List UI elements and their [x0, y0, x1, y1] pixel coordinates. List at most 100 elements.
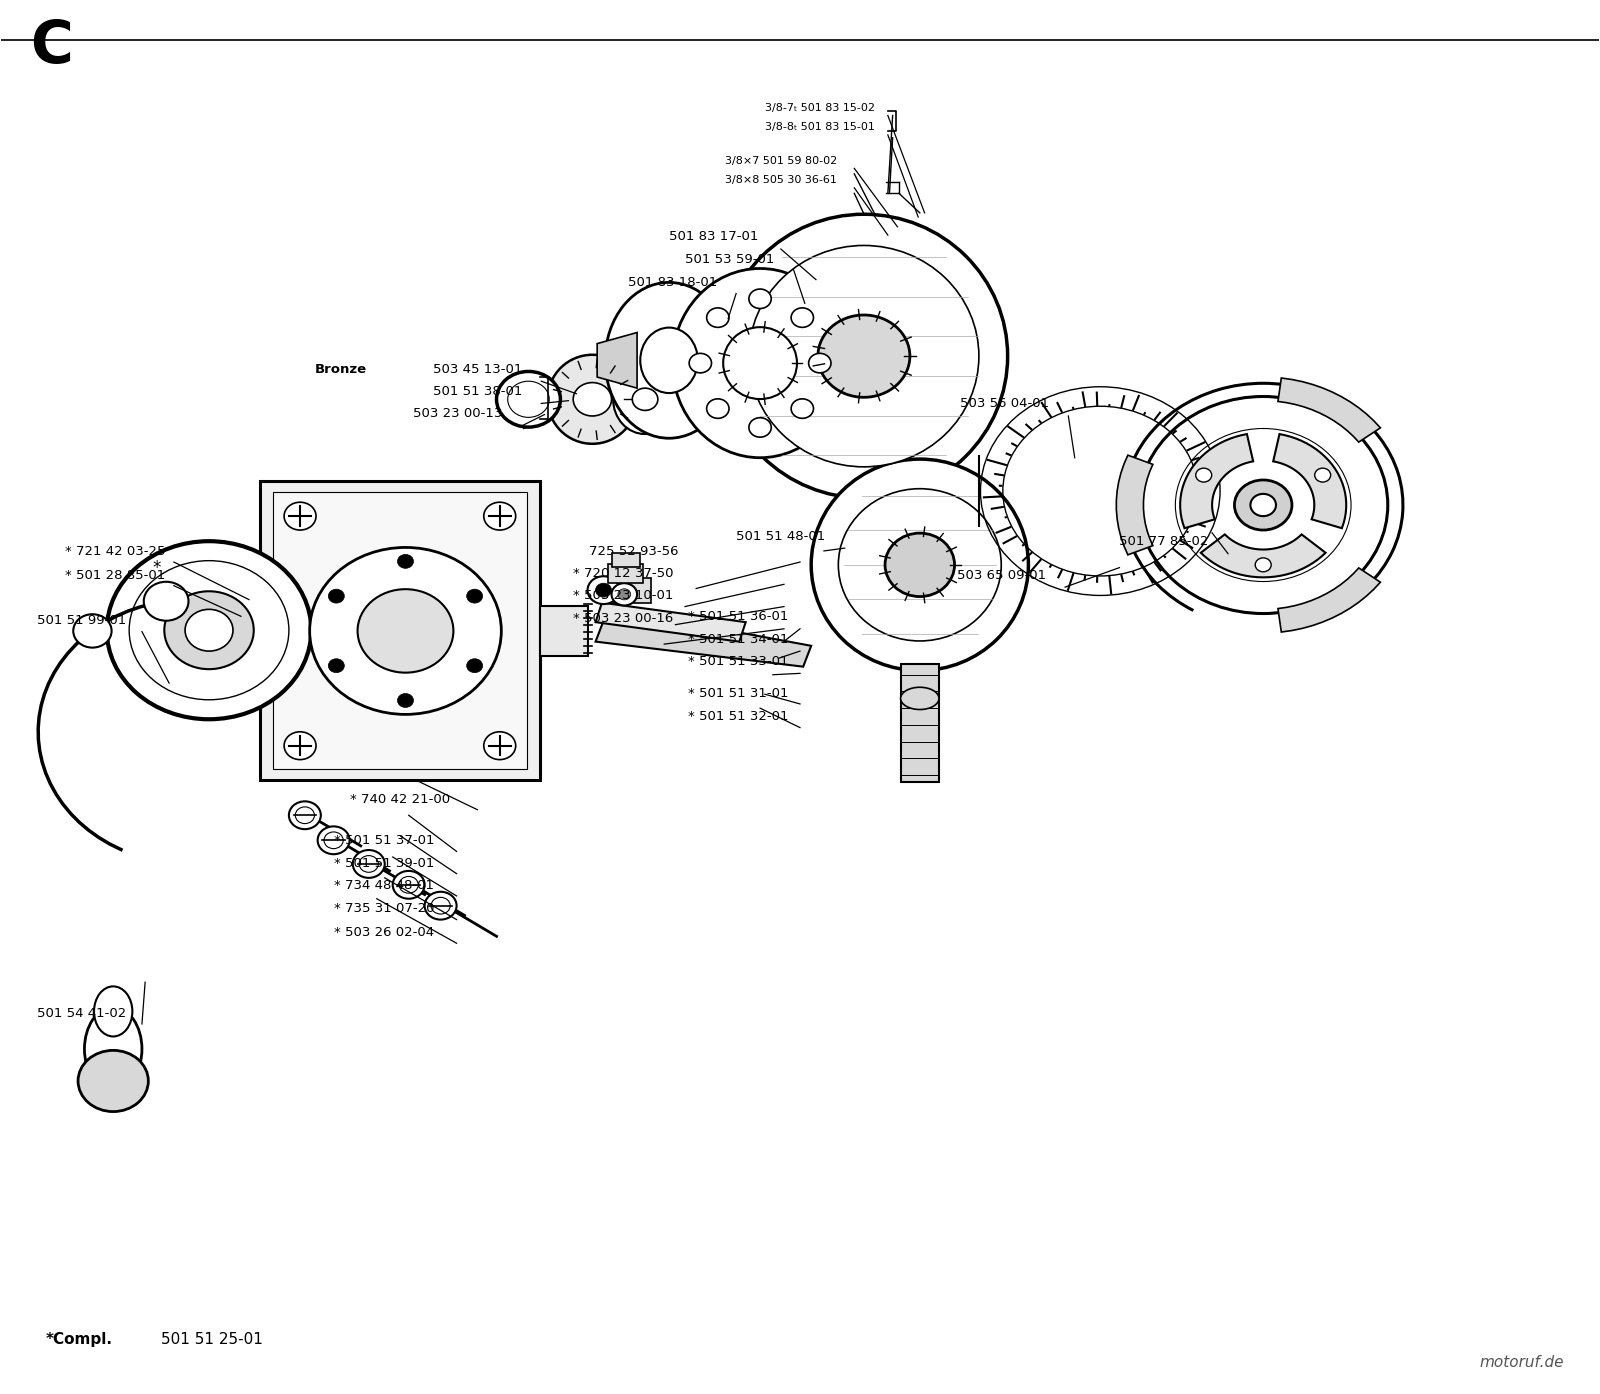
Circle shape — [790, 399, 813, 418]
Ellipse shape — [613, 364, 677, 434]
Text: * 501 51 37-01: * 501 51 37-01 — [334, 834, 434, 848]
Circle shape — [285, 502, 317, 530]
Circle shape — [1139, 396, 1387, 613]
Text: 3/8-8ₜ 501 83 15-01: 3/8-8ₜ 501 83 15-01 — [765, 123, 875, 132]
Circle shape — [483, 732, 515, 760]
Circle shape — [430, 898, 450, 914]
Circle shape — [707, 308, 730, 328]
Text: 503 56 04-01: 503 56 04-01 — [960, 397, 1050, 410]
Text: *Compl.: *Compl. — [46, 1333, 114, 1347]
Circle shape — [328, 659, 344, 673]
Polygon shape — [1278, 378, 1381, 442]
Text: 501 51 25-01: 501 51 25-01 — [162, 1333, 262, 1347]
Text: 501 53 59-01: 501 53 59-01 — [685, 252, 774, 266]
Text: * 501 28 85-01: * 501 28 85-01 — [66, 569, 165, 581]
Circle shape — [318, 827, 349, 855]
Text: * 740 42 21-00: * 740 42 21-00 — [349, 793, 450, 806]
Text: 725 52 93-56: 725 52 93-56 — [589, 545, 678, 558]
Circle shape — [352, 850, 384, 878]
Circle shape — [618, 588, 630, 599]
Circle shape — [397, 555, 413, 569]
Text: * 734 48 48-01: * 734 48 48-01 — [334, 878, 434, 892]
Text: * 501 51 39-01: * 501 51 39-01 — [334, 856, 434, 870]
Text: *: * — [152, 559, 160, 577]
Circle shape — [632, 388, 658, 410]
Text: * 503 26 02-04: * 503 26 02-04 — [334, 926, 434, 940]
Circle shape — [130, 560, 290, 700]
Ellipse shape — [85, 1008, 142, 1090]
Circle shape — [357, 590, 453, 673]
Text: 501 51 99-01: 501 51 99-01 — [37, 615, 126, 627]
Circle shape — [483, 502, 515, 530]
Text: Bronze: Bronze — [315, 362, 366, 375]
Ellipse shape — [749, 245, 979, 467]
Circle shape — [165, 591, 254, 669]
Text: * 503 23 10-01: * 503 23 10-01 — [573, 590, 674, 602]
Bar — [901, 664, 939, 782]
Circle shape — [78, 1050, 149, 1111]
Bar — [611, 552, 640, 566]
Polygon shape — [1117, 456, 1154, 555]
Circle shape — [392, 871, 424, 899]
Circle shape — [1256, 558, 1270, 572]
Text: 501 83 17-01: 501 83 17-01 — [669, 230, 758, 244]
Text: 501 77 85-02: 501 77 85-02 — [1120, 535, 1210, 548]
Circle shape — [749, 289, 771, 308]
Text: 501 51 48-01: 501 51 48-01 — [736, 530, 826, 542]
Ellipse shape — [605, 283, 733, 438]
Circle shape — [611, 583, 637, 605]
Text: * 721 42 03-25: * 721 42 03-25 — [66, 545, 166, 558]
Circle shape — [310, 548, 501, 714]
Circle shape — [587, 576, 619, 604]
Circle shape — [397, 694, 413, 707]
Circle shape — [1176, 428, 1350, 581]
Bar — [261, 481, 539, 781]
Text: * 501 51 31-01: * 501 51 31-01 — [688, 687, 789, 700]
Circle shape — [749, 418, 771, 438]
Circle shape — [424, 892, 456, 920]
Text: 3/8-7ₜ 501 83 15-02: 3/8-7ₜ 501 83 15-02 — [765, 103, 875, 113]
Bar — [608, 563, 643, 583]
Ellipse shape — [901, 687, 939, 710]
Text: * 501 51 33-01: * 501 51 33-01 — [688, 655, 789, 668]
Text: 501 51 38-01: 501 51 38-01 — [432, 385, 522, 397]
Polygon shape — [1181, 434, 1253, 528]
Circle shape — [467, 659, 483, 673]
Text: * 503 23 00-16: * 503 23 00-16 — [573, 612, 674, 625]
Text: 3/8×8 505 30 36-61: 3/8×8 505 30 36-61 — [725, 176, 837, 185]
Circle shape — [690, 353, 712, 372]
Text: 503 45 13-01: 503 45 13-01 — [432, 362, 522, 375]
Circle shape — [573, 382, 611, 415]
Ellipse shape — [94, 987, 133, 1037]
Circle shape — [325, 832, 342, 849]
Text: 503 23 00-13: 503 23 00-13 — [413, 407, 502, 420]
Ellipse shape — [720, 215, 1008, 498]
Ellipse shape — [838, 489, 1002, 641]
Ellipse shape — [672, 269, 848, 457]
Bar — [274, 492, 526, 769]
Circle shape — [107, 541, 312, 719]
Text: * 501 51 32-01: * 501 51 32-01 — [688, 711, 789, 723]
Circle shape — [144, 581, 189, 620]
Text: * 501 51 34-01: * 501 51 34-01 — [688, 633, 789, 645]
Circle shape — [507, 381, 549, 417]
Text: 503 65 09-01: 503 65 09-01 — [957, 569, 1046, 581]
Circle shape — [74, 615, 112, 648]
Polygon shape — [597, 333, 637, 388]
Circle shape — [358, 856, 378, 873]
Polygon shape — [1200, 534, 1325, 577]
Circle shape — [186, 609, 234, 651]
Text: 501 54 41-02: 501 54 41-02 — [37, 1006, 126, 1020]
Text: * 501 51 36-01: * 501 51 36-01 — [688, 611, 789, 623]
Circle shape — [1195, 468, 1211, 482]
Ellipse shape — [885, 533, 955, 597]
Text: 501 83 18-01: 501 83 18-01 — [627, 276, 717, 290]
Circle shape — [296, 807, 315, 824]
Polygon shape — [1278, 567, 1381, 631]
Text: motoruf.de: motoruf.de — [1478, 1355, 1563, 1369]
Circle shape — [707, 399, 730, 418]
Bar — [603, 577, 651, 602]
Circle shape — [290, 802, 322, 829]
Ellipse shape — [818, 315, 910, 397]
Ellipse shape — [640, 328, 698, 393]
